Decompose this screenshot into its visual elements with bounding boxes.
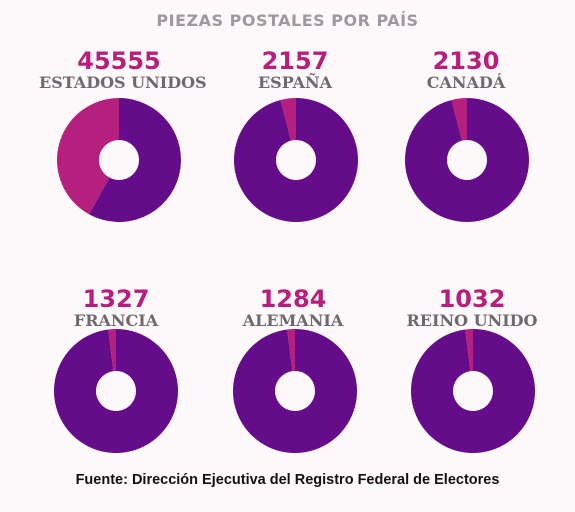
country-header-1: 2157 ESPAÑA [215, 48, 375, 92]
slice-main-0 [89, 98, 181, 222]
slice-share-0 [57, 98, 119, 215]
slice-main-3 [53, 329, 178, 453]
donut-chart-alemania [233, 329, 357, 453]
country-label-5: REINO UNIDO [406, 311, 538, 330]
slice-share-1 [280, 98, 296, 141]
country-label-2: CANADÁ [426, 73, 506, 92]
slice-main-4 [233, 329, 357, 453]
country-label-4: ALEMANIA [242, 311, 344, 330]
country-header-4: 1284 ALEMANIA [213, 286, 373, 330]
value-label-0: 45555 [77, 47, 161, 75]
slice-main-1 [234, 98, 358, 222]
donut-chart-canada [405, 98, 529, 222]
value-label-5: 1032 [438, 285, 506, 313]
country-header-2: 2130 CANADÁ [386, 48, 546, 92]
slice-share-5 [465, 329, 473, 372]
country-label-3: FRANCIA [73, 311, 159, 330]
country-label-0: ESTADOS UNIDOS [39, 73, 207, 92]
value-label-3: 1327 [82, 285, 150, 313]
value-label-4: 1284 [259, 285, 327, 313]
slice-main-5 [411, 329, 535, 453]
country-label-1: ESPAÑA [257, 73, 333, 92]
value-label-1: 2157 [261, 47, 329, 75]
donut-chart-estados-unidos [57, 98, 181, 222]
slice-share-2 [451, 98, 467, 141]
donut-chart-francia [53, 329, 178, 453]
country-header-5: 1032 REINO UNIDO [392, 286, 552, 330]
country-header-3: 1327 FRANCIA [36, 286, 196, 330]
slice-main-2 [405, 98, 529, 222]
slice-share-3 [108, 329, 116, 372]
donut-chart-reino-unido [411, 329, 535, 453]
slice-share-4 [287, 329, 295, 372]
source-note: Fuente: Dirección Ejecutiva del Registro… [75, 472, 500, 488]
donut-chart-espana [234, 98, 358, 222]
value-label-2: 2130 [432, 47, 500, 75]
country-header-0: 45555 ESTADOS UNIDOS [39, 47, 207, 92]
chart-title: PIEZAS POSTALES POR PAÍS [156, 11, 419, 30]
